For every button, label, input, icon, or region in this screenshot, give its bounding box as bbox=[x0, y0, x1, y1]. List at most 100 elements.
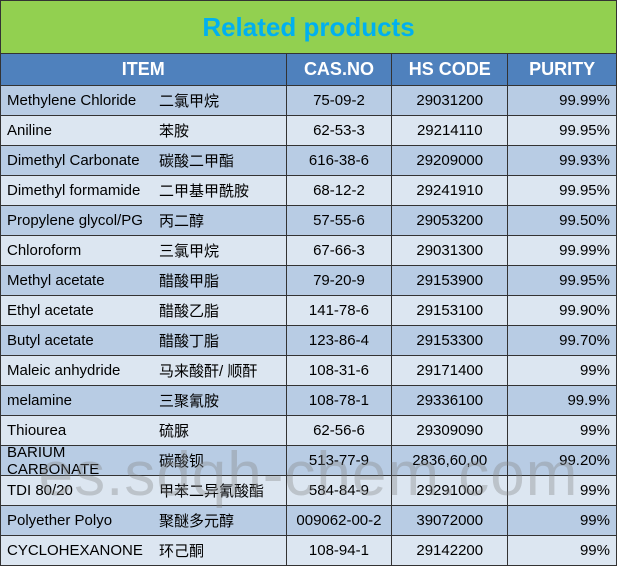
item-name-en: Aniline bbox=[7, 122, 159, 139]
cell-cas: 513-77-9 bbox=[287, 446, 393, 475]
cell-cas: 584-84-9 bbox=[287, 476, 393, 505]
item-name-en: Chloroform bbox=[7, 242, 159, 259]
cell-cas: 68-12-2 bbox=[287, 176, 393, 205]
cell-purity: 99% bbox=[508, 416, 616, 445]
cell-hs: 29153100 bbox=[392, 296, 508, 325]
cell-cas: 75-09-2 bbox=[287, 86, 393, 115]
cell-hs: 29291000 bbox=[392, 476, 508, 505]
cell-cas: 108-31-6 bbox=[287, 356, 393, 385]
cell-purity: 99.95% bbox=[508, 266, 616, 295]
item-name-en: Thiourea bbox=[7, 422, 159, 439]
cell-hs: 29053200 bbox=[392, 206, 508, 235]
item-name-cn: 三聚氰胺 bbox=[159, 390, 219, 411]
cell-item: Propylene glycol/PG丙二醇 bbox=[1, 206, 287, 235]
table-row: CYCLOHEXANONE环己酮108-94-12914220099% bbox=[0, 536, 617, 566]
item-name-en: Methylene Chloride bbox=[7, 92, 159, 109]
cell-item: Polyether Polyo聚醚多元醇 bbox=[1, 506, 287, 535]
table-row: Dimethyl formamide二甲基甲酰胺68-12-2292419109… bbox=[0, 176, 617, 206]
cell-item: Thiourea硫脲 bbox=[1, 416, 287, 445]
table-row: Chloroform三氯甲烷67-66-32903130099.99% bbox=[0, 236, 617, 266]
cell-hs: 29209000 bbox=[392, 146, 508, 175]
rows-container: Methylene Chloride二氯甲烷75-09-22903120099.… bbox=[0, 86, 617, 566]
cell-cas: 616-38-6 bbox=[287, 146, 393, 175]
cell-purity: 99.95% bbox=[508, 116, 616, 145]
cell-purity: 99% bbox=[508, 506, 616, 535]
table-row: Polyether Polyo聚醚多元醇009062-00-2390720009… bbox=[0, 506, 617, 536]
cell-cas: 108-78-1 bbox=[287, 386, 393, 415]
cell-purity: 99.20% bbox=[508, 446, 616, 475]
cell-item: CYCLOHEXANONE环己酮 bbox=[1, 536, 287, 565]
table-row: Butyl acetate醋酸丁脂123-86-42915330099.70% bbox=[0, 326, 617, 356]
item-name-cn: 碳酸二甲酯 bbox=[159, 150, 234, 171]
cell-item: BARIUM CARBONATE碳酸钡 bbox=[1, 446, 287, 475]
item-name-en: Butyl acetate bbox=[7, 332, 159, 349]
cell-purity: 99.90% bbox=[508, 296, 616, 325]
table-row: Dimethyl Carbonate碳酸二甲酯616-38-6292090009… bbox=[0, 146, 617, 176]
cell-cas: 141-78-6 bbox=[287, 296, 393, 325]
header-hs: HS CODE bbox=[392, 54, 508, 85]
table-row: Thiourea硫脲62-56-62930909099% bbox=[0, 416, 617, 446]
item-name-cn: 碳酸钡 bbox=[159, 450, 204, 471]
cell-purity: 99% bbox=[508, 476, 616, 505]
item-name-en: Propylene glycol/PG bbox=[7, 212, 159, 229]
cell-hs: 29171400 bbox=[392, 356, 508, 385]
item-name-cn: 聚醚多元醇 bbox=[159, 510, 234, 531]
cell-item: Dimethyl Carbonate碳酸二甲酯 bbox=[1, 146, 287, 175]
cell-item: Butyl acetate醋酸丁脂 bbox=[1, 326, 287, 355]
cell-hs: 29214110 bbox=[392, 116, 508, 145]
item-name-cn: 环己酮 bbox=[159, 540, 204, 561]
cell-item: Chloroform三氯甲烷 bbox=[1, 236, 287, 265]
cell-purity: 99.70% bbox=[508, 326, 616, 355]
item-name-cn: 苯胺 bbox=[159, 120, 189, 141]
item-name-cn: 醋酸乙脂 bbox=[159, 300, 219, 321]
table-row: TDI 80/20甲苯二异氰酸酯584-84-92929100099% bbox=[0, 476, 617, 506]
cell-purity: 99.99% bbox=[508, 236, 616, 265]
item-name-en: melamine bbox=[7, 392, 159, 409]
header-purity: PURITY bbox=[508, 54, 616, 85]
table-row: Propylene glycol/PG丙二醇57-55-62905320099.… bbox=[0, 206, 617, 236]
cell-item: TDI 80/20甲苯二异氰酸酯 bbox=[1, 476, 287, 505]
item-name-cn: 马来酸酐/ 顺酐 bbox=[159, 360, 257, 381]
cell-hs: 2836,60,00 bbox=[392, 446, 508, 475]
cell-purity: 99.93% bbox=[508, 146, 616, 175]
item-name-en: TDI 80/20 bbox=[7, 482, 159, 499]
cell-item: Methyl acetate醋酸甲脂 bbox=[1, 266, 287, 295]
item-name-cn: 丙二醇 bbox=[159, 210, 204, 231]
cell-purity: 99.95% bbox=[508, 176, 616, 205]
cell-purity: 99.50% bbox=[508, 206, 616, 235]
cell-purity: 99.9% bbox=[508, 386, 616, 415]
cell-cas: 62-53-3 bbox=[287, 116, 393, 145]
item-name-cn: 硫脲 bbox=[159, 420, 189, 441]
table-row: Methyl acetate醋酸甲脂79-20-92915390099.95% bbox=[0, 266, 617, 296]
cell-cas: 79-20-9 bbox=[287, 266, 393, 295]
item-name-cn: 三氯甲烷 bbox=[159, 240, 219, 261]
table-row: BARIUM CARBONATE碳酸钡513-77-92836,60,0099.… bbox=[0, 446, 617, 476]
cell-item: melamine三聚氰胺 bbox=[1, 386, 287, 415]
item-name-en: Dimethyl Carbonate bbox=[7, 152, 159, 169]
cell-hs: 29153900 bbox=[392, 266, 508, 295]
table-row: melamine三聚氰胺108-78-12933610099.9% bbox=[0, 386, 617, 416]
cell-hs: 29142200 bbox=[392, 536, 508, 565]
table-row: Ethyl acetate醋酸乙脂 141-78-62915310099.90% bbox=[0, 296, 617, 326]
cell-cas: 123-86-4 bbox=[287, 326, 393, 355]
cell-hs: 29031200 bbox=[392, 86, 508, 115]
header-row: ITEM CAS.NO HS CODE PURITY bbox=[0, 54, 617, 86]
cell-item: Aniline苯胺 bbox=[1, 116, 287, 145]
cell-item: Dimethyl formamide二甲基甲酰胺 bbox=[1, 176, 287, 205]
cell-hs: 29031300 bbox=[392, 236, 508, 265]
cell-item: Maleic anhydride马来酸酐/ 顺酐 bbox=[1, 356, 287, 385]
item-name-en: CYCLOHEXANONE bbox=[7, 542, 159, 559]
cell-purity: 99% bbox=[508, 356, 616, 385]
cell-hs: 29241910 bbox=[392, 176, 508, 205]
cell-item: Methylene Chloride二氯甲烷 bbox=[1, 86, 287, 115]
item-name-cn: 二甲基甲酰胺 bbox=[159, 180, 249, 201]
item-name-cn: 甲苯二异氰酸酯 bbox=[159, 480, 264, 501]
table-container: Related products ITEM CAS.NO HS CODE PUR… bbox=[0, 0, 617, 566]
title-text: Related products bbox=[202, 12, 414, 43]
cell-cas: 108-94-1 bbox=[287, 536, 393, 565]
item-name-en: Ethyl acetate bbox=[7, 302, 159, 319]
item-name-en: Methyl acetate bbox=[7, 272, 159, 289]
item-name-en: Maleic anhydride bbox=[7, 362, 159, 379]
table-row: Maleic anhydride马来酸酐/ 顺酐108-31-629171400… bbox=[0, 356, 617, 386]
item-name-cn: 醋酸丁脂 bbox=[159, 330, 219, 351]
